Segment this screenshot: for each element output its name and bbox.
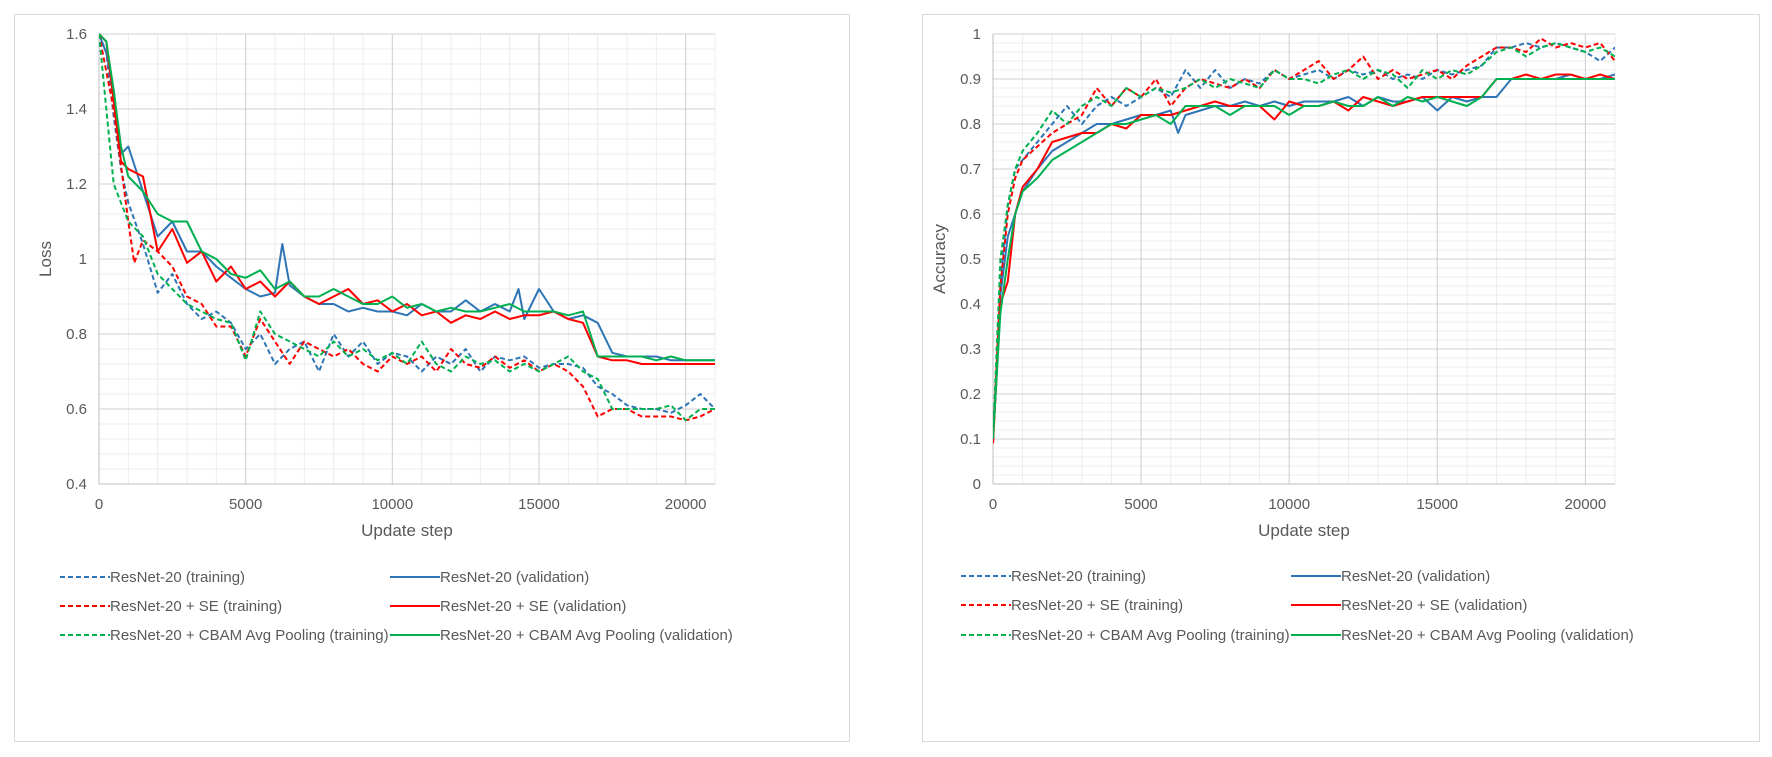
chart-1-xtick-label: 15000 bbox=[1416, 496, 1458, 513]
chart-1-series-group bbox=[993, 37, 1615, 444]
chart-1-ytick-label: 0.1 bbox=[960, 431, 981, 448]
chart-0-xtick-label: 20000 bbox=[665, 496, 707, 513]
chart-0-line-resnet-20-se-validation bbox=[99, 33, 715, 365]
chart-0-ytick-label: 0.6 bbox=[66, 401, 87, 418]
chart-0-ytick-label: 1.2 bbox=[66, 176, 87, 193]
chart-1-ytick-label: 1 bbox=[973, 26, 981, 43]
chart-0-xtick-label: 5000 bbox=[229, 496, 262, 513]
chart-1-legend-label-resnet-20-cbam-avg-pooling-validation: ResNet-20 + CBAM Avg Pooling (validation… bbox=[1341, 627, 1634, 644]
chart-0-legend-label-resnet-20-se-training: ResNet-20 + SE (training) bbox=[110, 598, 282, 615]
chart-0-ytick-label: 1.6 bbox=[66, 26, 87, 43]
chart-1-xtick-label: 20000 bbox=[1565, 496, 1607, 513]
chart-0-xtick-label: 15000 bbox=[518, 496, 560, 513]
chart-1-x-axis-title: Update step bbox=[1258, 521, 1350, 540]
chart-0-legend-label-resnet-20-cbam-avg-pooling-training: ResNet-20 + CBAM Avg Pooling (training) bbox=[110, 627, 389, 644]
chart-0-series-group bbox=[99, 33, 715, 422]
chart-0-x-axis-title: Update step bbox=[361, 521, 453, 540]
chart-1-ytick-label: 0.6 bbox=[960, 206, 981, 223]
chart-1-ytick-label: 0.2 bbox=[960, 386, 981, 403]
chart-1-xtick-label: 0 bbox=[989, 496, 997, 513]
chart-0-xtick-label: 0 bbox=[95, 496, 103, 513]
chart-1-xtick-label: 5000 bbox=[1124, 496, 1157, 513]
chart-0-line-resnet-20-cbam-avg-pooling-validation bbox=[99, 33, 715, 362]
chart-0-ytick-label: 1 bbox=[79, 251, 87, 268]
chart-0-legend-label-resnet-20-training: ResNet-20 (training) bbox=[110, 569, 245, 586]
chart-0-legend-label-resnet-20-validation: ResNet-20 (validation) bbox=[440, 569, 589, 586]
chart-0-y-axis-title: Loss bbox=[36, 241, 55, 277]
chart-0-line-resnet-20-se-training bbox=[99, 33, 715, 422]
loss-chart: 0.4 0.6 0.8 1 1.2 1.4 1.6 0 5000 10000 15000 20000 U… bbox=[36, 26, 733, 644]
chart-1-ytick-label: 0.3 bbox=[960, 341, 981, 358]
accuracy-chart: 0 0.1 0.2 0.3 0.4 0.5 0.6 0.7 0.8 0.9 1 0 5000 10000 1… bbox=[930, 26, 1634, 644]
chart-1-line-resnet-20-cbam-avg-pooling-training bbox=[993, 42, 1615, 440]
chart-1-line-resnet-20-se-training bbox=[993, 37, 1615, 444]
chart-0-legend-label-resnet-20-cbam-avg-pooling-validation: ResNet-20 + CBAM Avg Pooling (validation… bbox=[440, 627, 733, 644]
chart-1-legend-label-resnet-20-se-training: ResNet-20 + SE (training) bbox=[1011, 597, 1183, 614]
chart-1-legend-label-resnet-20-training: ResNet-20 (training) bbox=[1011, 568, 1146, 585]
chart-0-legend-label-resnet-20-se-validation: ResNet-20 + SE (validation) bbox=[440, 598, 626, 615]
chart-1-ytick-label: 0.9 bbox=[960, 71, 981, 88]
chart-1-line-resnet-20-cbam-avg-pooling-validation bbox=[993, 78, 1615, 440]
chart-0-ytick-label: 0.8 bbox=[66, 326, 87, 343]
chart-0-line-resnet-20-cbam-avg-pooling-training bbox=[99, 33, 715, 422]
chart-1-ytick-label: 0.4 bbox=[960, 296, 981, 313]
chart-1-ytick-label: 0.8 bbox=[960, 116, 981, 133]
chart-1-ytick-label: 0.7 bbox=[960, 161, 981, 178]
chart-1-line-resnet-20-validation bbox=[993, 73, 1615, 440]
chart-1-ytick-label: 0 bbox=[973, 476, 981, 493]
chart-1-legend-label-resnet-20-cbam-avg-pooling-training: ResNet-20 + CBAM Avg Pooling (training) bbox=[1011, 627, 1290, 644]
chart-1-y-axis-title: Accuracy bbox=[930, 224, 949, 294]
accuracy-chart-panel: 0 0.1 0.2 0.3 0.4 0.5 0.6 0.7 0.8 0.9 1 0 5000 10000 1… bbox=[922, 14, 1760, 742]
chart-0-ytick-label: 0.4 bbox=[66, 476, 87, 493]
chart-0-line-resnet-20-validation bbox=[99, 33, 715, 362]
loss-chart-panel: 0.4 0.6 0.8 1 1.2 1.4 1.6 0 5000 10000 15000 20000 U… bbox=[14, 14, 850, 742]
chart-0-xtick-label: 10000 bbox=[371, 496, 413, 513]
chart-1-legend-label-resnet-20-se-validation: ResNet-20 + SE (validation) bbox=[1341, 597, 1527, 614]
chart-1-xtick-label: 10000 bbox=[1268, 496, 1310, 513]
chart-1-legend-label-resnet-20-validation: ResNet-20 (validation) bbox=[1341, 568, 1490, 585]
chart-0-ytick-label: 1.4 bbox=[66, 101, 87, 118]
chart-1-ytick-label: 0.5 bbox=[960, 251, 981, 268]
